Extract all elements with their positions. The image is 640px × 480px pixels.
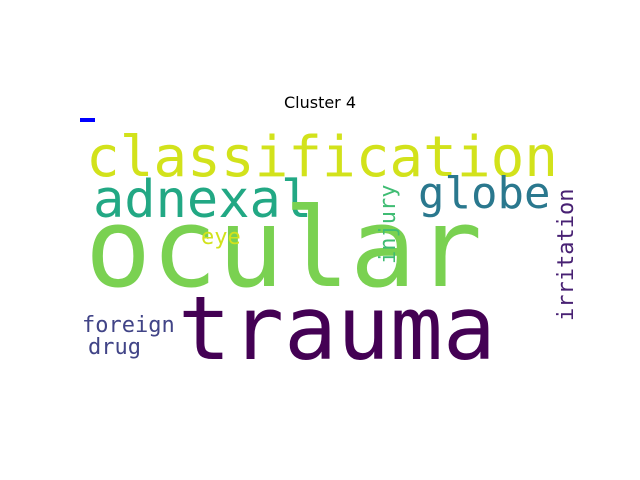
word-injury: injury	[376, 184, 401, 264]
word-eye: eye	[201, 225, 241, 250]
figure-title: Cluster 4	[283, 93, 357, 112]
word-globe: globe	[418, 168, 551, 219]
word-cloud	[80, 122, 560, 367]
word-ocular: ocular	[85, 184, 483, 312]
word-trauma: trauma	[178, 277, 496, 380]
word-classification: classification	[86, 125, 559, 190]
word-adnexal: adnexal	[93, 170, 313, 230]
word-irritation: irritation	[554, 188, 579, 321]
blue-marker	[80, 118, 95, 122]
word-foreign: foreign	[82, 313, 175, 338]
word-drug: drug	[88, 335, 141, 360]
